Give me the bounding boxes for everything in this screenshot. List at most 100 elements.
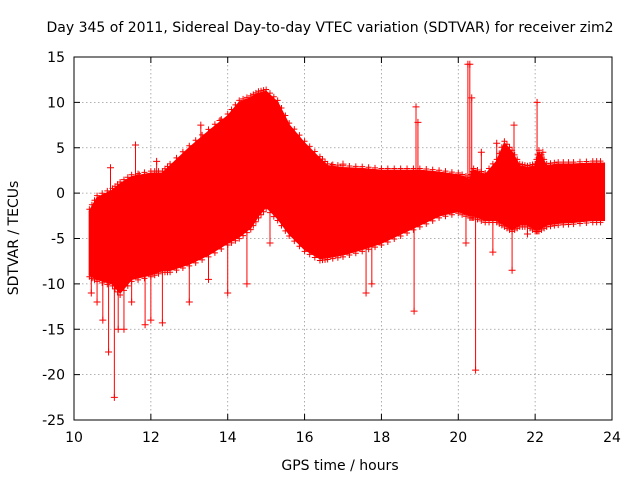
outlier-point: [185, 298, 193, 306]
envelope-edge-point: [521, 162, 528, 169]
envelope-edge-point: [141, 275, 148, 282]
envelope-edge-point: [359, 163, 366, 170]
envelope-edge-point: [173, 154, 180, 161]
envelope-edge-point: [135, 170, 142, 177]
envelope-edge-point: [410, 226, 417, 233]
envelope-edge-point: [179, 148, 186, 155]
envelope-edge-point: [352, 163, 359, 170]
envelope-edge-point: [448, 211, 455, 218]
outlier-point: [368, 280, 376, 288]
x-tick-label: 20: [449, 430, 467, 446]
envelope-edge-point: [311, 148, 318, 155]
envelope-edge-point: [555, 159, 562, 166]
envelope-edge-point: [258, 211, 265, 218]
outlier-point: [128, 298, 136, 306]
envelope-edge-point: [346, 163, 353, 170]
x-tick-label: 16: [296, 430, 314, 446]
envelope-edge-point: [192, 137, 199, 144]
envelope-edge-point: [117, 179, 124, 186]
envelope-edge-point: [501, 138, 508, 145]
envelope-edge-point: [533, 156, 540, 163]
x-tick-label: 22: [526, 430, 544, 446]
outlier-point: [197, 121, 205, 129]
x-tick-label: 24: [603, 430, 621, 446]
envelope-edge-point: [270, 93, 277, 100]
envelope-edge-point: [224, 110, 231, 117]
envelope-edge-point: [228, 239, 235, 246]
envelope-edge-point: [551, 222, 558, 229]
envelope-edge-point: [372, 164, 379, 171]
outlier-point: [99, 316, 107, 324]
envelope-edge-point: [519, 161, 526, 168]
envelope-edge-point: [459, 171, 466, 178]
outlier-point: [523, 230, 531, 238]
envelope-edge-point: [372, 244, 379, 251]
envelope-edge-point: [218, 245, 225, 252]
envelope-edge-point: [511, 151, 518, 158]
envelope-edge-point: [576, 158, 583, 165]
outlier-point: [468, 94, 476, 102]
envelope-edge-point: [527, 162, 534, 169]
envelope-edge-point: [514, 156, 521, 163]
envelope-edge-point: [547, 223, 554, 230]
envelope-edge-point: [365, 164, 372, 171]
envelope-edge-point: [135, 276, 142, 283]
y-tick-label: 10: [47, 95, 65, 111]
envelope-edge-point: [489, 160, 496, 167]
outlier-point: [205, 275, 212, 283]
envelope-edge-point: [496, 150, 503, 157]
envelope-edge-point: [340, 253, 346, 260]
envelope-edge-point: [560, 221, 567, 228]
envelope-edge-point: [179, 265, 186, 272]
envelope-edge-point: [301, 138, 308, 145]
envelope-edge-point: [274, 97, 281, 104]
envelope-edge-point: [429, 217, 436, 224]
envelope-edge-point: [211, 121, 218, 128]
envelope-edge-point: [247, 226, 254, 233]
envelope-edge-point: [104, 187, 111, 194]
envelope-edge-point: [442, 213, 449, 220]
outlier-point: [216, 117, 224, 125]
envelope-edge-point: [423, 220, 430, 227]
envelope-edge-point: [478, 217, 485, 224]
envelope-edge-point: [236, 97, 243, 104]
outlier-point: [510, 121, 518, 129]
envelope-edge-point: [397, 232, 404, 239]
envelope-edge-point: [436, 214, 443, 221]
envelope-edge-point: [218, 116, 225, 123]
envelope-edge-point: [260, 87, 267, 94]
envelope-edge-point: [114, 288, 121, 295]
envelope-edge-point: [109, 282, 116, 289]
envelope-edge-point: [543, 223, 550, 230]
envelope-edge-point: [263, 205, 270, 212]
envelope-edge-point: [551, 159, 558, 166]
envelope-edge-point: [286, 232, 293, 239]
envelope-edge-point: [278, 104, 285, 111]
envelope-edge-point: [124, 282, 131, 289]
envelope-edge-point: [155, 270, 162, 277]
envelope-edge-point: [334, 162, 341, 169]
envelope-edge-point: [329, 161, 336, 168]
outlier-point: [539, 148, 547, 156]
envelope-edge-point: [448, 169, 455, 176]
envelope-edge-point: [120, 176, 127, 183]
y-axis-label: SDTVAR / TECUs: [6, 181, 22, 296]
envelope-edge-point: [560, 159, 567, 166]
envelope-edge-point: [543, 160, 550, 167]
envelope-edge-point: [260, 208, 267, 215]
envelope-edge-point: [99, 279, 106, 286]
envelope-edge-point: [459, 211, 466, 218]
envelope-edge-point: [359, 248, 366, 255]
envelope-edge-point: [436, 167, 443, 174]
x-tick-label: 18: [373, 430, 391, 446]
envelope-edge-point: [541, 156, 548, 163]
outlier-point: [462, 239, 470, 247]
envelope-edge-point: [240, 232, 247, 239]
envelope-edge-point: [263, 86, 270, 93]
outlier-point: [533, 98, 541, 106]
envelope-edge-point: [346, 252, 353, 259]
envelope-edge-point: [278, 222, 285, 229]
envelope-edge-point: [583, 219, 590, 226]
x-tick-label: 10: [65, 430, 83, 446]
